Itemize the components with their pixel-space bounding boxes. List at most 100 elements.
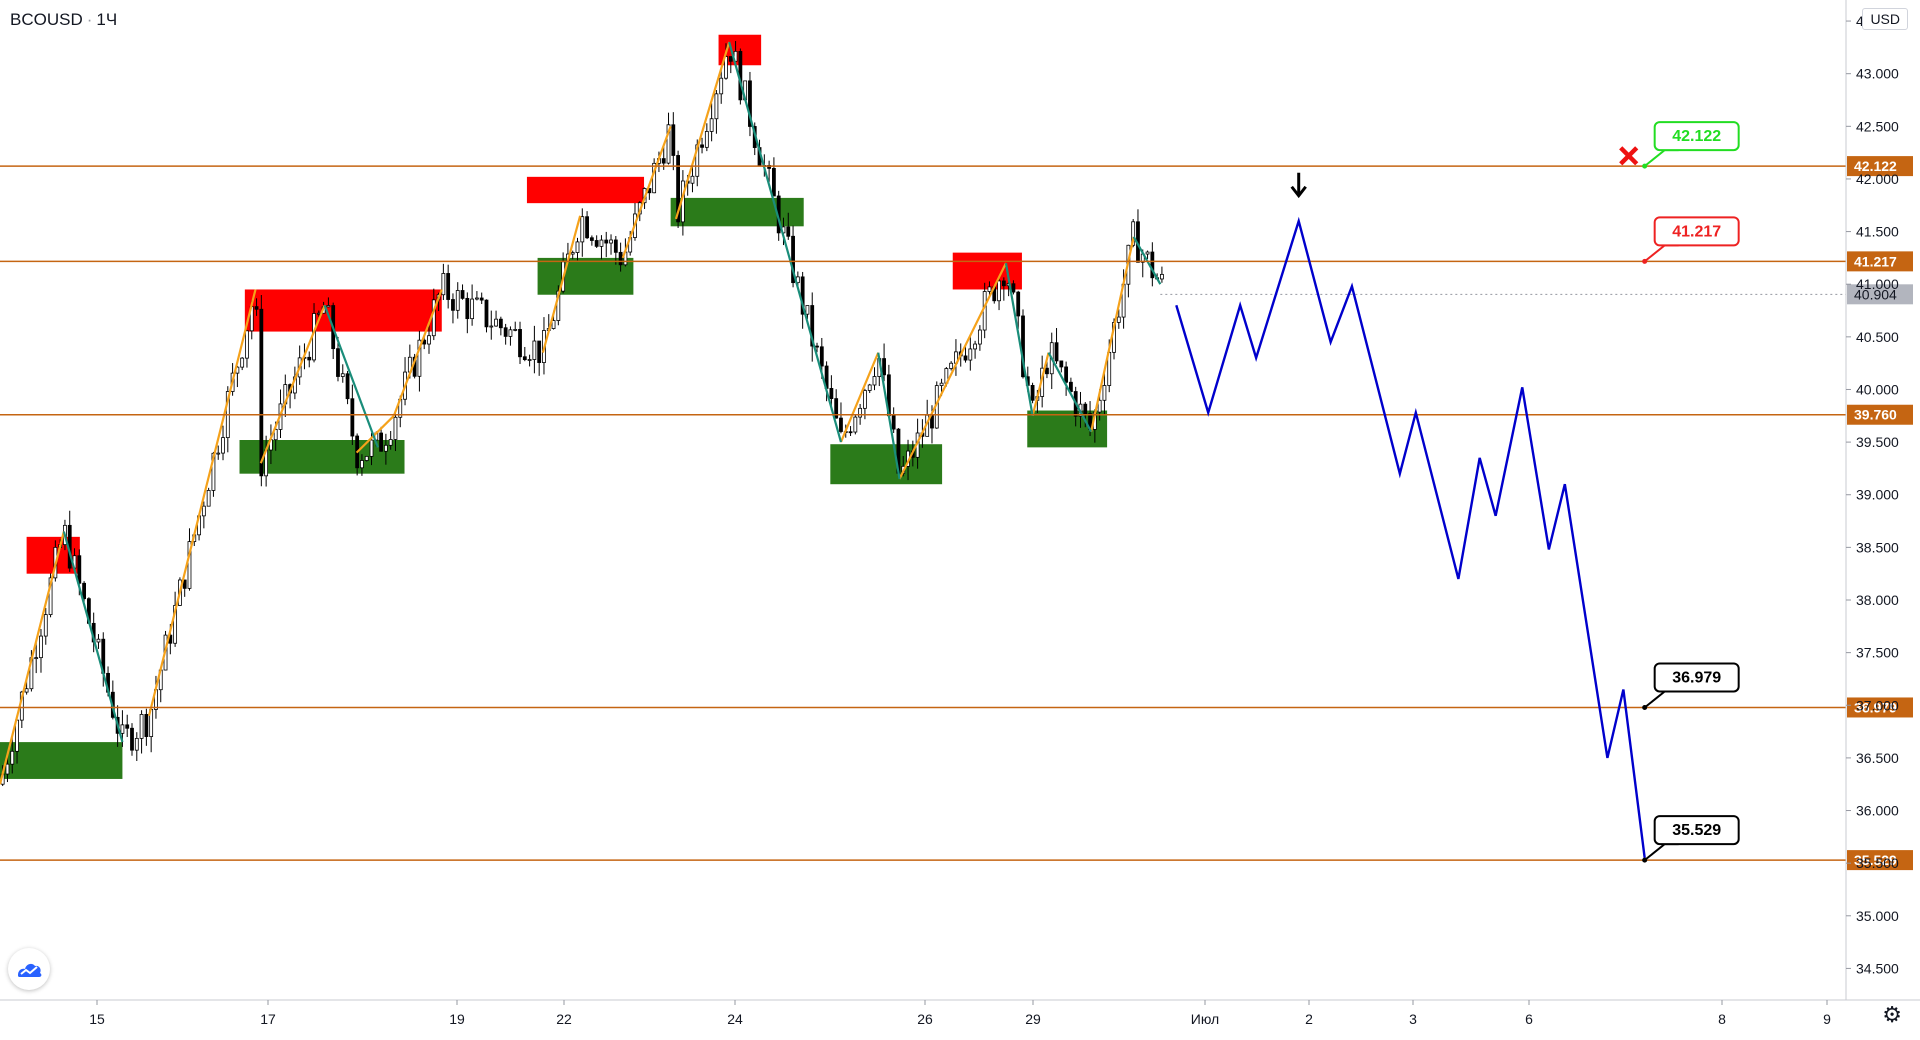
candle-body [1131,221,1136,246]
candle-body [719,77,724,95]
candle-body [345,373,350,400]
title-separator: · [86,10,93,29]
candle-body [1011,283,1016,293]
up-wave-line [898,262,1007,480]
tradingview-logo-icon[interactable] [8,948,50,990]
candle-body [863,390,867,409]
candle-body [144,714,149,737]
up-wave-line [0,531,65,785]
candle-body [273,429,278,441]
candle-body [891,415,896,430]
candle-body [254,306,259,310]
candle-body [968,348,973,361]
candle-body [527,359,532,361]
candle-body [417,339,422,377]
currency-button[interactable]: USD [1862,8,1908,30]
gear-icon[interactable]: ⚙ [1882,1002,1902,1027]
candle-body [661,158,666,164]
level-price-tag [1847,251,1913,272]
callout-box [1653,121,1740,152]
candle-body [383,444,388,452]
up-wave-line [541,215,582,353]
up-wave-line [621,125,672,259]
price-tick-label: 37.500 [1856,645,1899,661]
level-price-tag [1847,850,1913,871]
candle-body [34,657,39,660]
callout-pointer [1644,690,1679,709]
candle-body [206,490,211,507]
time-tick-label: 29 [1025,1011,1041,1027]
candle-body [570,252,575,255]
candle-body [1160,273,1164,280]
candle-body [451,299,455,311]
candle-body [96,638,101,643]
candle-body [786,226,791,237]
candle-body [872,376,877,386]
resistance-zone [244,289,442,332]
time-tick-label: 24 [727,1011,743,1027]
candle-body [714,93,719,120]
candle-body [949,362,954,369]
candle-body [39,635,43,659]
candle-body [556,290,561,321]
candle-body [518,329,522,358]
price-tick-label: 41.000 [1856,276,1899,292]
candle-body [307,356,312,361]
level-price-label: 41.217 [1854,253,1897,269]
candle-body [494,318,498,327]
price-tick-label: 36.500 [1856,750,1899,766]
candle-body [882,358,886,376]
candle-body [1059,360,1064,368]
up-wave-line [1090,236,1135,432]
down-wave-line [62,531,124,743]
candle-body [77,555,82,584]
price-callout: 42.122 [1642,121,1740,169]
price-tick-label: 39.000 [1856,487,1899,503]
price-callout: 35.529 [1642,815,1740,863]
candle-body [187,541,192,589]
support-zone [0,742,123,779]
candle-body [815,345,819,348]
candle-body [369,439,374,457]
candle-body [537,340,542,363]
symbol-title[interactable]: BCOUSD · 1Ч [10,10,117,30]
level-price-label: 39.760 [1854,407,1897,423]
candle-body [939,382,944,387]
candle-body [613,239,618,253]
candle-body [575,241,580,253]
symbol-name: BCOUSD [10,10,83,29]
candle-body [316,312,321,315]
down-wave-line [1004,262,1034,416]
candle-body [839,417,843,432]
wave-lines [0,41,1162,785]
candle-body [690,175,695,184]
candle-body [465,297,470,320]
candle-body [585,216,589,239]
current-price-label: 40.904 [1854,286,1897,302]
candle-body [125,724,130,729]
candle-body [724,56,728,79]
candle-body [997,280,1001,302]
candle-body [173,605,178,644]
candle-body [503,327,508,337]
candle-body [470,298,475,320]
candle-body [24,688,29,693]
candle-body [336,348,340,377]
candle-body [848,431,853,434]
price-axis[interactable]: 34.500 35.000 35.500 36.000 36.500 37.000 37.5… [1845,0,1899,1000]
candle-body [460,290,465,299]
price-tick-label: 35.000 [1856,908,1899,924]
price-tick-label: 40.500 [1856,329,1899,345]
candle-body [475,297,479,300]
callout-label: 36.979 [1672,669,1721,686]
time-axis[interactable]: 15 17 19 22 24 26 29 Июл 2 3 6 8 9 [0,999,1920,1027]
candle-body [1116,316,1121,323]
candle-body [120,724,125,734]
level-price-tag [1847,697,1913,718]
candle-body [618,251,623,266]
price-tick-label: 34.500 [1856,960,1899,976]
candle-body [1054,342,1059,362]
candle-body [441,273,446,296]
callout-pointer [1644,843,1679,861]
